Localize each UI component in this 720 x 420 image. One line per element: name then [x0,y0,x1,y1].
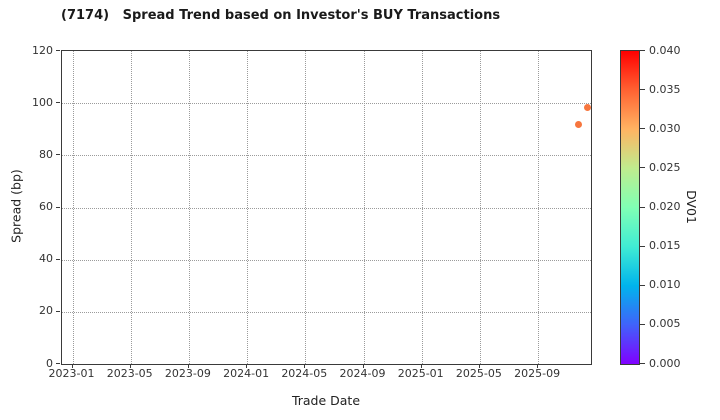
y-tick-label: 0 [46,356,53,370]
colorbar-tick-mark [640,206,645,208]
colorbar-tick-mark [640,50,645,51]
x-tick-label: 2025-01 [397,367,444,380]
y-tick-label: 40 [39,252,53,266]
colorbar-tick-mark [640,284,645,286]
x-tick-label: 2023-09 [164,367,211,380]
x-tick-label: 2023-01 [48,367,95,380]
x-tick-label: 2023-05 [106,367,153,380]
x-tick-mark [129,364,131,369]
colorbar-tick-label: 0.015 [649,239,681,253]
x-tick-mark [420,364,422,369]
x-tick-label: 2025-09 [514,367,561,380]
y-tick-label: 120 [32,43,53,57]
colorbar-tick-label: 0.005 [649,317,681,331]
y-tick-mark [56,363,60,364]
x-tick-mark [187,364,189,369]
x-tick-label: 2024-01 [223,367,270,380]
x-tick-label: 2025-05 [455,367,502,380]
colorbar-tick-mark [640,363,645,364]
y-tick-label: 80 [39,147,53,161]
y-tick-mark [56,258,60,260]
colorbar-tick-mark [640,89,645,91]
y-tick-label: 100 [32,95,53,109]
colorbar-label: DV01 [684,190,699,224]
y-tick-label: 20 [39,304,53,318]
grid-line-y [62,311,591,313]
y-tick-mark [56,206,60,208]
x-tick-mark [304,364,306,369]
x-tick-mark [537,364,539,369]
colorbar-tick-mark [640,128,645,130]
chart-title: (7174) Spread Trend based on Investor's … [61,8,501,23]
x-axis-label: Trade Date [291,393,361,408]
colorbar-tick-label: 0.035 [649,82,681,96]
y-tick-mark [56,154,60,156]
grid-line-y [62,259,591,261]
y-tick-mark [56,50,60,51]
plot-area [61,50,592,365]
colorbar-tick-label: 0.030 [649,121,681,135]
colorbar-tick-mark [640,323,645,325]
x-tick-label: 2024-05 [281,367,328,380]
x-tick-label: 2024-09 [339,367,386,380]
colorbar-tick-label: 0.000 [649,356,681,370]
y-tick-mark [56,310,60,312]
y-tick-mark [56,102,60,104]
y-tick-label: 60 [39,200,53,213]
colorbar-tick-label: 0.020 [649,200,681,213]
data-point [583,103,591,111]
x-tick-mark [478,364,480,369]
grid-line-y [62,207,591,209]
colorbar-tick-label: 0.040 [649,43,681,57]
colorbar-tick-mark [640,245,645,247]
grid-line-y [62,155,591,157]
colorbar-tick-mark [640,167,645,169]
colorbar [620,50,640,365]
x-tick-mark [71,364,73,369]
x-tick-mark [246,364,248,369]
data-point [575,120,583,128]
colorbar-tick-label: 0.010 [649,278,681,292]
grid-line-y [62,103,591,105]
colorbar-tick-label: 0.025 [649,160,681,174]
x-tick-mark [362,364,364,369]
